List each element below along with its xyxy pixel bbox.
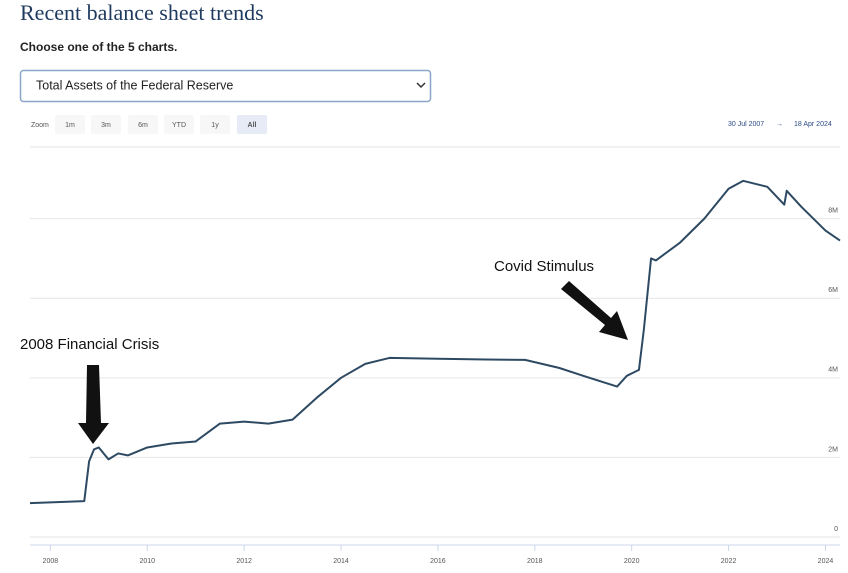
y-tick-label: 4M: [828, 367, 838, 374]
y-tick-label: 6M: [828, 287, 838, 294]
x-tick-label: 2010: [139, 558, 155, 565]
dropdown[interactable]: [19, 69, 432, 103]
range-from: 30 Jul 2007: [728, 121, 764, 128]
x-tick-label: 2024: [818, 558, 834, 565]
range-to: 18 Apr 2024: [794, 121, 832, 128]
zoom-button-label: 3m: [101, 122, 111, 129]
annotation: 2008 Financial Crisis: [20, 336, 159, 353]
zoom-button[interactable]: [128, 115, 158, 134]
zoom-button-label: YTD: [172, 122, 186, 129]
zoom-button[interactable]: [200, 115, 230, 134]
y-tick-label: 0: [834, 526, 838, 533]
page-title: Recent balance sheet trends: [20, 0, 264, 25]
x-tick-label: 2014: [333, 558, 349, 565]
arrow: [561, 281, 628, 340]
zoom-button-label: 6m: [138, 122, 148, 129]
zoom-button[interactable]: [164, 115, 194, 134]
y-tick-label: 2M: [828, 446, 838, 453]
zoom-button[interactable]: [91, 115, 121, 134]
x-tick-label: 2018: [527, 558, 543, 565]
y-tick-label: 8M: [828, 207, 838, 214]
zoom-button[interactable]: [237, 115, 267, 134]
x-tick-label: 2016: [430, 558, 446, 565]
zoom-button[interactable]: [55, 115, 85, 134]
dropdown-caret: [416, 82, 426, 89]
zoom-label: Zoom: [31, 122, 49, 129]
plot: 0 2M 4M 6M 8M 2008 2010 2012 2014 2016 2018 2020 202…: [29, 179, 841, 565]
series-line: [29, 179, 841, 505]
x-tick-label: 2012: [236, 558, 252, 565]
x-tick-label: 2020: [624, 558, 640, 565]
dropdown-value: Total Assets of the Federal Reserve: [36, 78, 233, 92]
zoom-button-label: All: [248, 122, 257, 129]
x-tick-label: 2008: [43, 558, 59, 565]
subtitle: Choose one of the 5 charts.: [20, 40, 177, 54]
annotation: Covid Stimulus: [494, 258, 594, 275]
arrow: [78, 365, 109, 444]
zoom-button-label: 1m: [65, 122, 75, 129]
zoom-button-label: 1y: [211, 122, 219, 129]
range-sep: →: [776, 121, 783, 128]
x-tick-label: 2022: [721, 558, 737, 565]
zoom-buttons: 1m 3m 6m YTD 1y All: [55, 115, 267, 134]
